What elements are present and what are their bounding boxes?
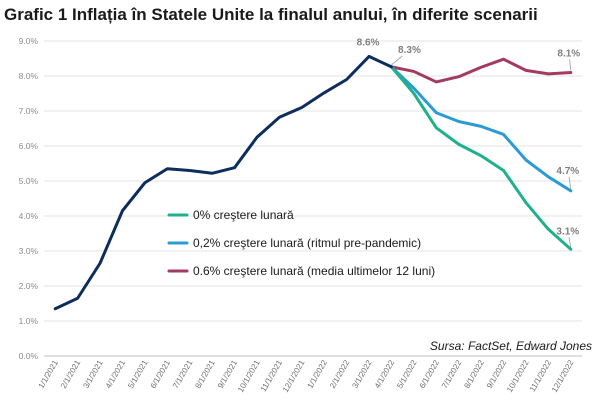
label-leader-line: [568, 176, 572, 189]
label-leader-line: [569, 59, 572, 71]
y-tick-label: 8.0%: [19, 71, 39, 81]
legend: 0% creştere lunară 0,2% creştere lunară (…: [167, 208, 435, 278]
series-line-0: [53, 54, 393, 311]
x-tick-label: 4/1/2022: [373, 358, 397, 390]
x-tick-label: 5/1/2021: [126, 358, 150, 390]
series-line-3: [389, 57, 573, 84]
legend-label: 0.6% creştere lunară (media ultimelor 12…: [193, 264, 435, 278]
x-tick-label: 1/1/2022: [306, 358, 330, 390]
y-tick-label: 3.0%: [19, 246, 39, 256]
data-label: 3.1%: [556, 226, 579, 237]
x-tick-label: 2/1/2021: [59, 358, 83, 390]
x-tick-label: 4/1/2021: [104, 358, 128, 390]
x-tick-label: 3/1/2021: [81, 358, 105, 390]
series-layer: [53, 54, 573, 311]
x-tick-label: 11/1/2022: [528, 358, 554, 393]
label-leader-line: [391, 55, 403, 66]
series-line-2: [389, 65, 573, 193]
y-tick-label: 1.0%: [19, 316, 39, 326]
x-tick-label: 5/1/2022: [395, 358, 419, 390]
x-tick-label: 1/1/2021: [37, 358, 61, 390]
y-tick-label: 9.0%: [19, 36, 39, 46]
y-tick-label: 4.0%: [19, 211, 39, 221]
x-tick-label: 6/1/2021: [149, 358, 173, 390]
legend-label: 0% creştere lunară: [193, 208, 294, 222]
source-note: Sursa: FactSet, Edward Jones: [430, 339, 592, 353]
x-tick-label: 12/1/2021: [281, 358, 307, 394]
y-axis-ticks: 0.0% 1.0% 2.0% 3.0% 4.0% 5.0% 6.0% 7.0% 8.0% 9.0%: [19, 36, 39, 361]
data-labels: 8.6% 8.3% 8.1% 4.7% 3.1%: [357, 37, 580, 248]
x-tick-label: 8/1/2022: [462, 358, 486, 390]
data-label: 8.6%: [357, 37, 380, 48]
x-tick-label: 9/1/2022: [485, 358, 509, 390]
x-tick-label: 6/1/2022: [418, 358, 442, 390]
x-tick-label: 9/1/2021: [216, 358, 240, 390]
series-line-1: [389, 65, 573, 251]
data-label: 8.3%: [398, 45, 421, 56]
y-tick-label: 7.0%: [19, 106, 39, 116]
chart-title: Grafic 1 Inflația în Statele Unite la fi…: [4, 5, 538, 24]
label-leader-line: [568, 237, 572, 248]
x-axis-ticks: 1/1/2021 2/1/2021 3/1/2021 4/1/2021 5/1/2021…: [37, 358, 576, 394]
x-tick-label: 8/1/2021: [193, 358, 217, 390]
y-tick-label: 0.0%: [19, 351, 39, 361]
data-label: 4.7%: [556, 166, 579, 177]
y-tick-label: 5.0%: [19, 176, 39, 186]
legend-label: 0,2% creştere lunară (ritmul pre-pandemi…: [193, 236, 421, 250]
y-tick-label: 6.0%: [19, 141, 39, 151]
grid-layer: [44, 40, 582, 357]
x-tick-label: 12/1/2022: [550, 358, 576, 394]
x-tick-label: 7/1/2021: [171, 358, 195, 390]
y-tick-label: 2.0%: [19, 281, 39, 291]
x-tick-label: 2/1/2022: [328, 358, 352, 390]
x-tick-label: 3/1/2022: [350, 358, 374, 390]
x-tick-label: 11/1/2021: [259, 358, 285, 393]
x-tick-label: 7/1/2022: [440, 358, 464, 390]
data-label: 8.1%: [557, 49, 580, 60]
